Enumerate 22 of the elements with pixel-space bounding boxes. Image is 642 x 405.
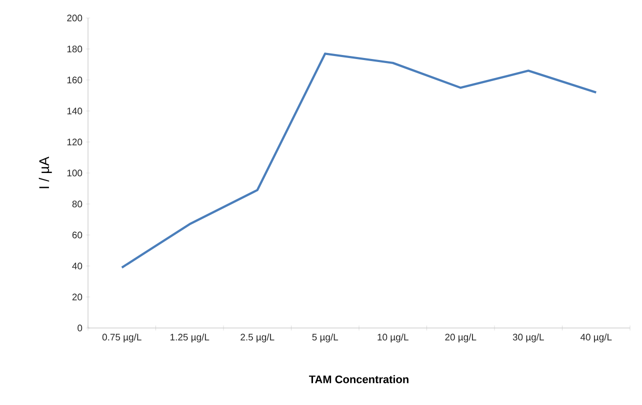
y-tick-label: 200 <box>67 14 82 22</box>
x-tick-label: 20 µg/L <box>445 334 476 342</box>
x-tick-label: 30 µg/L <box>512 334 544 342</box>
line-series <box>120 52 598 269</box>
y-tick-label: 80 <box>72 200 82 208</box>
x-tick-label: 5 µg/L <box>312 334 338 342</box>
y-tick-label: 20 <box>72 294 82 300</box>
y-tick-label: 100 <box>67 170 82 176</box>
y-axis-title: I / µA <box>38 156 52 188</box>
y-tick-label: 160 <box>67 76 82 84</box>
y-tick-label: 40 <box>72 262 82 270</box>
y-tick-label: 0 <box>78 324 82 332</box>
x-tick-label: 1.25 µg/L <box>170 334 210 342</box>
y-tick-label: 60 <box>72 232 82 238</box>
x-axis-title: TAM Concentration <box>309 375 408 384</box>
y-tick-label: 120 <box>67 138 82 146</box>
y-tick-label: 180 <box>67 46 82 52</box>
x-tick-label: 0.75 µg/L <box>102 334 142 342</box>
x-tick-label: 2.5 µg/L <box>240 334 274 342</box>
x-tick-label: 40 µg/L <box>580 334 612 342</box>
y-tick-label: 140 <box>67 108 82 114</box>
x-tick-label: 10 µg/L <box>378 334 408 342</box>
